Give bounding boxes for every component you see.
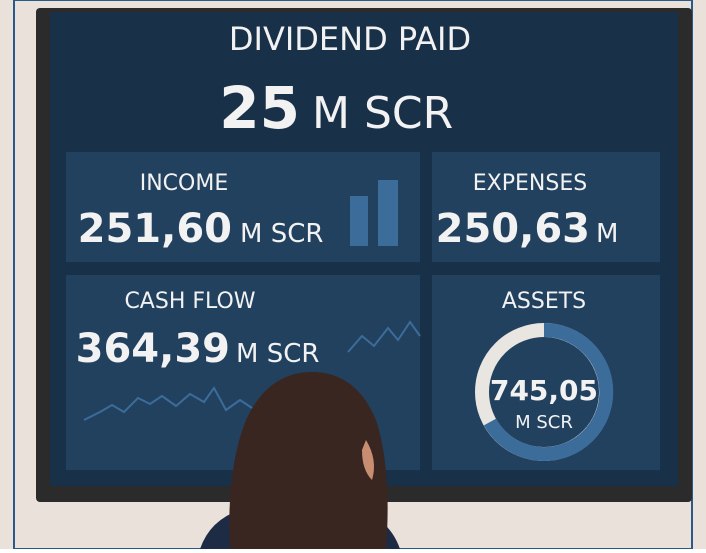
scene: DIVIDEND PAID 25 M SCR INCOME 251,60 M S…: [0, 0, 706, 549]
dividend-unit: M SCR: [312, 88, 453, 139]
card-title: INCOME: [140, 171, 229, 196]
dividend-value: 25: [219, 74, 300, 142]
card-unit: M: [596, 219, 618, 249]
bar-icon: [378, 180, 398, 246]
dividend-title: DIVIDEND PAID: [229, 20, 471, 58]
card-title: ASSETS: [502, 289, 586, 314]
card-unit: M SCR: [236, 339, 319, 369]
card-title: EXPENSES: [473, 171, 587, 196]
card-value: 364,39: [76, 326, 230, 372]
card-unit: M SCR: [515, 412, 573, 433]
card-value: 251,60: [78, 206, 232, 252]
card-value: 250,63: [436, 206, 590, 252]
card-title: CASH FLOW: [124, 289, 255, 314]
card-unit: M SCR: [240, 219, 323, 249]
card-value: 745,05: [490, 374, 598, 407]
bar-icon: [350, 196, 368, 246]
